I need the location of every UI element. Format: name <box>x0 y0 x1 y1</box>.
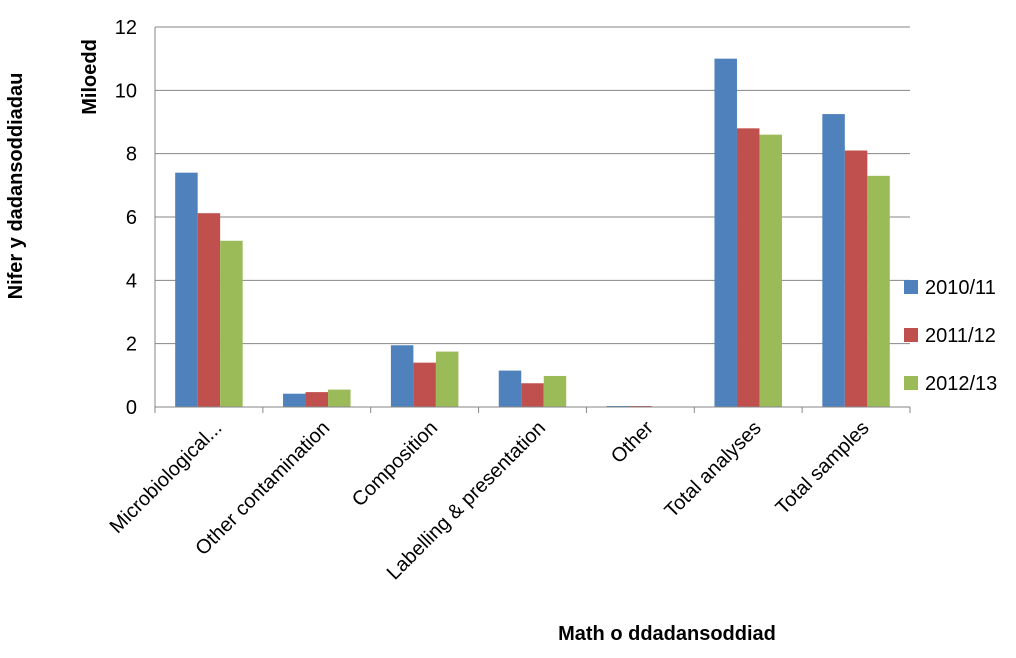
y-axis-unit-label: Miloedd <box>79 39 101 115</box>
bar-2010-11 <box>714 58 737 408</box>
bar-2012-13 <box>867 175 890 407</box>
bar-2010-11 <box>283 393 306 407</box>
x-category-label: Total samples <box>772 417 874 519</box>
y-tick-label: 4 <box>126 270 137 292</box>
bar-2012-13 <box>759 134 782 407</box>
y-tick-label: 0 <box>126 397 137 419</box>
y-tick-label: 6 <box>126 207 137 229</box>
legend-swatch <box>904 328 918 342</box>
x-category-label: Total analyses <box>661 417 766 522</box>
bar-2010-11 <box>822 114 845 407</box>
bar-2011-12 <box>736 128 760 408</box>
bar-2011-12 <box>521 383 544 407</box>
y-tick-label: 12 <box>115 17 137 39</box>
y-tick-label: 8 <box>126 144 137 166</box>
legend-label: 2011/12 <box>925 325 996 347</box>
bar-2012-13 <box>435 351 459 407</box>
legend-swatch <box>904 280 918 294</box>
y-tick-label: 10 <box>115 80 137 102</box>
y-tick-label: 2 <box>126 334 137 356</box>
x-category-labels: Microbiological...Other contamination Com… <box>106 417 874 585</box>
bar-2011-12 <box>305 392 329 407</box>
bar-2010-11 <box>498 370 522 407</box>
bar-2012-13 <box>328 389 351 407</box>
bar-2010-11 <box>175 172 198 407</box>
bar-2012-13 <box>543 375 567 407</box>
bar-2011-12 <box>844 150 868 407</box>
x-category-label: Other <box>607 417 658 468</box>
legend-label: 2012/13 <box>925 373 997 395</box>
bar-2011-12 <box>197 213 221 407</box>
gridlines <box>155 26 910 345</box>
x-axis-title: Math o ddadansoddiad <box>558 623 776 645</box>
y-axis-title: Nifer y dadansoddiadau <box>5 73 27 300</box>
legend-swatch <box>904 376 918 390</box>
bars <box>175 58 890 408</box>
y-tick-labels: 0 2 4 6 8 10 12 <box>115 17 137 419</box>
x-category-label: Microbiological... <box>106 417 227 538</box>
axes <box>154 27 911 413</box>
bar-2012-13 <box>220 240 243 407</box>
x-category-label: Composition <box>348 417 442 511</box>
bar-2011-12 <box>413 362 436 407</box>
bar-2010-11 <box>390 345 414 407</box>
legend: 2010/11 2011/12 2012/13 <box>904 277 997 395</box>
legend-label: 2010/11 <box>925 277 996 299</box>
